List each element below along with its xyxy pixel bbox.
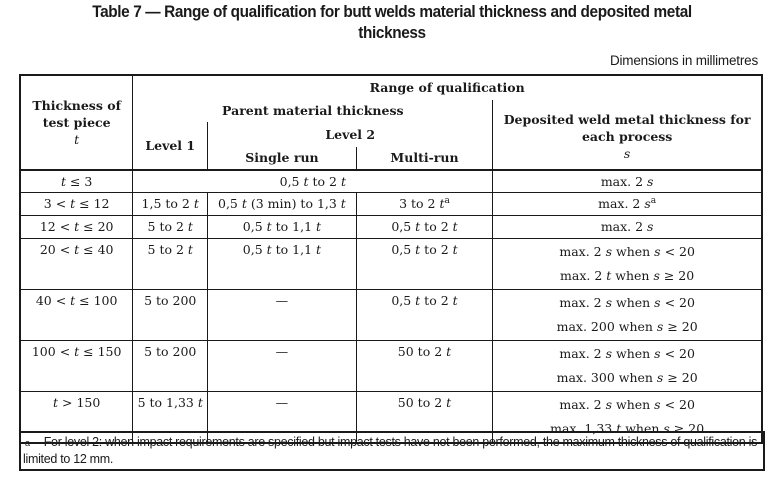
table-row: 40 < t ≤ 100 5 to 200 — 0,5 t to 2 t max… <box>19 289 763 341</box>
header-multi-run: Multi-run <box>355 147 494 171</box>
cell-deposited: max. 2 s <box>492 169 763 193</box>
cell-thickness: 20 < t ≤ 40 <box>19 238 134 290</box>
header-text: each process <box>581 129 673 144</box>
cell-single-run: 0,5 t to 1,1 t <box>207 215 357 239</box>
header-text: test piece <box>42 115 111 130</box>
header-thickness-of-test-piece: Thickness of test piece t <box>19 74 134 171</box>
cell-level1: 1,5 to 2 t <box>132 192 209 216</box>
header-text: Thickness of <box>32 98 121 113</box>
cell-thickness: 40 < t ≤ 100 <box>19 289 134 341</box>
cell-deposited: max. 2 s <box>492 215 763 239</box>
cell-single-run: — <box>207 340 357 392</box>
table-title-line2: thickness <box>358 24 426 42</box>
cell-multi-run: 50 to 2 t <box>355 391 494 444</box>
cell-single-run: — <box>207 289 357 341</box>
header-deposited-weld-metal: Deposited weld metal thickness for each … <box>492 100 763 171</box>
footnote-ref: a <box>444 195 450 206</box>
table-footnote: a For level 2: when impact requirements a… <box>19 431 765 471</box>
table-title-line1: Table 7 — Range of qualification for but… <box>92 3 692 21</box>
header-single-run: Single run <box>207 147 357 171</box>
footnote-text: For level 2: when impact requirements ar… <box>23 435 758 466</box>
header-level2: Level 2 <box>207 122 494 147</box>
cell-deposited: max. 2 sa <box>492 192 763 216</box>
header-text: Deposited weld metal thickness for <box>503 112 751 127</box>
table-row: 12 < t ≤ 20 5 to 2 t 0,5 t to 1,1 t 0,5 … <box>19 215 763 239</box>
cell-level1: 5 to 2 t <box>132 238 209 290</box>
header-symbol-t: t <box>74 132 80 147</box>
cell-multi-run: 0,5 t to 2 t <box>355 238 494 290</box>
footnote-marker: a <box>25 438 30 448</box>
header-range-of-qualification: Range of qualification <box>132 74 763 100</box>
table-row: 3 < t ≤ 12 1,5 to 2 t 0,5 t (3 min) to 1… <box>19 192 763 216</box>
table-row: t ≤ 3 0,5 t to 2 t max. 2 s <box>19 169 763 193</box>
cell-thickness: t ≤ 3 <box>19 169 134 193</box>
cell-parent-merged: 0,5 t to 2 t <box>132 169 494 193</box>
cell-multi-run: 3 to 2 ta <box>355 192 494 216</box>
cell-level1: 5 to 1,33 t <box>132 391 209 444</box>
cell-deposited: max. 2 s when s < 20 max. 2 t when s ≥ 2… <box>492 238 763 290</box>
table-row: t > 150 5 to 1,33 t — 50 to 2 t max. 2 s… <box>19 391 763 444</box>
cell-single-run: — <box>207 391 357 444</box>
cell-thickness: 12 < t ≤ 20 <box>19 215 134 239</box>
cell-thickness: t > 150 <box>19 391 134 444</box>
table-row: 20 < t ≤ 40 5 to 2 t 0,5 t to 1,1 t 0,5 … <box>19 238 763 290</box>
cell-multi-run: 0,5 t to 2 t <box>355 289 494 341</box>
cell-level1: 5 to 2 t <box>132 215 209 239</box>
cell-multi-run: 0,5 t to 2 t <box>355 215 494 239</box>
cell-deposited: max. 2 s when s < 20 max. 1,33 t when s … <box>492 391 763 444</box>
header-level1: Level 1 <box>132 122 209 171</box>
cell-thickness: 3 < t ≤ 12 <box>19 192 134 216</box>
qualification-table: Thickness of test piece t Range of quali… <box>19 74 763 444</box>
cell-single-run: 0,5 t to 1,1 t <box>207 238 357 290</box>
cell-single-run: 0,5 t (3 min) to 1,3 t <box>207 192 357 216</box>
header-parent-material-thickness: Parent material thickness <box>132 100 494 122</box>
cell-deposited: max. 2 s when s < 20 max. 200 when s ≥ 2… <box>492 289 763 341</box>
header-symbol-s: s <box>623 146 631 161</box>
cell-multi-run: 50 to 2 t <box>355 340 494 392</box>
cell-deposited: max. 2 s when s < 20 max. 300 when s ≥ 2… <box>492 340 763 392</box>
cell-thickness: 100 < t ≤ 150 <box>19 340 134 392</box>
table-title: Table 7 — Range of qualification for but… <box>27 2 756 44</box>
footnote-ref: a <box>650 195 657 206</box>
units-note: Dimensions in millimetres <box>609 53 758 68</box>
cell-level1: 5 to 200 <box>132 340 209 392</box>
table-row: 100 < t ≤ 150 5 to 200 — 50 to 2 t max. … <box>19 340 763 392</box>
cell-level1: 5 to 200 <box>132 289 209 341</box>
